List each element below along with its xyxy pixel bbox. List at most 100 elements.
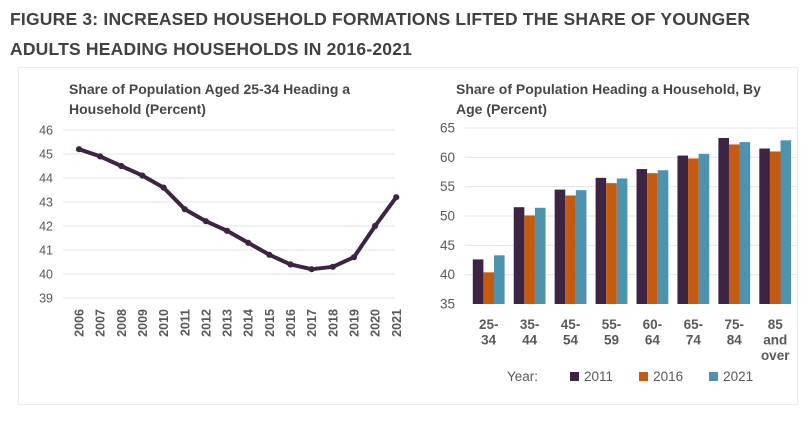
x-tick-label: 2009	[136, 309, 150, 337]
legend-item-2011: 2011	[570, 369, 613, 384]
y-tick-label: 42	[39, 220, 53, 234]
x-tick-label: 2018	[326, 309, 340, 337]
x-tick-label: 2010	[157, 309, 171, 337]
y-tick-label: 43	[39, 196, 53, 210]
x-tick-label: 2015	[263, 309, 277, 337]
data-point-marker	[223, 227, 231, 234]
x-tick-label: 2012	[199, 309, 213, 337]
x-tick-label: 2021	[390, 309, 404, 337]
x-tick-label: 2020	[369, 309, 383, 337]
y-tick-label: 65	[440, 121, 455, 136]
y-tick-label: 35	[440, 297, 455, 312]
data-point-marker	[393, 194, 400, 201]
category-label: 74	[686, 333, 702, 348]
bar-2011	[595, 177, 607, 305]
bar-2021	[657, 170, 669, 305]
legend-swatch-2011	[570, 372, 580, 381]
bar-chart-legend: Year: 2011 2016 2021	[507, 369, 779, 384]
bar-2021	[494, 255, 505, 305]
category-label: 35-	[520, 317, 540, 332]
y-tick-label: 41	[39, 244, 53, 258]
line-chart-plot: 39 40 41 42 43 44 45 46 2006 2007 2008 2009 2010 2011…	[39, 124, 404, 337]
data-point-marker	[350, 254, 358, 261]
bar-2021	[575, 190, 587, 305]
x-tick-label: 2013	[221, 309, 235, 337]
bar-2016	[647, 173, 658, 305]
legend-item-label-2021: 2021	[723, 369, 754, 384]
data-point-marker	[160, 184, 167, 191]
bar-2016	[483, 272, 494, 305]
bar-2011	[513, 207, 525, 305]
y-tick-label: 46	[39, 124, 53, 138]
data-point-marker	[329, 263, 336, 270]
bar-2021	[616, 178, 628, 305]
legend-item-label-2011: 2011	[584, 369, 614, 384]
data-point-marker	[372, 222, 379, 230]
data-point-marker	[245, 239, 252, 246]
bar-2021	[698, 153, 710, 305]
bar-chart-title: Share of Population Heading a Household,…	[456, 81, 761, 117]
data-point-marker	[97, 153, 104, 160]
bar-2011	[636, 169, 648, 305]
data-point-marker	[75, 146, 83, 153]
legend-swatch-2016	[639, 372, 649, 381]
y-tick-label: 50	[440, 209, 455, 224]
category-label: 55-	[602, 317, 622, 332]
category-label: 25-	[479, 317, 499, 332]
data-point-marker	[287, 261, 294, 268]
y-tick-label: 39	[39, 292, 53, 306]
bar-2011	[759, 148, 770, 305]
bar-2011	[472, 259, 484, 305]
bar-2016	[565, 195, 576, 305]
line-chart-title: Share of Population Aged 25-34 Heading a…	[69, 81, 351, 117]
bar-2016	[524, 215, 535, 305]
legend-item-2016: 2016	[639, 369, 683, 384]
bar-2021	[739, 142, 751, 305]
x-tick-label: 2014	[242, 309, 256, 337]
x-tick-label: 2006	[73, 309, 87, 337]
x-tick-label: 2011	[178, 309, 192, 336]
bar-2021	[780, 140, 792, 305]
legend-item-2021: 2021	[709, 369, 753, 384]
y-tick-label: 40	[440, 267, 455, 282]
legend-label: Year:	[507, 369, 539, 384]
y-tick-label: 44	[39, 172, 53, 186]
data-point-marker	[308, 266, 315, 273]
category-label: 59	[604, 333, 619, 348]
legend-item-label-2016: 2016	[653, 369, 684, 384]
category-label: 64	[645, 333, 661, 348]
bar-2011	[677, 155, 689, 305]
category-label: over	[761, 348, 790, 363]
legend-swatch-2021	[709, 372, 719, 381]
data-point-marker	[202, 218, 209, 225]
category-label: 60-	[643, 317, 663, 332]
bar-2011	[718, 137, 729, 305]
x-tick-label: 2007	[94, 309, 108, 337]
bar-2016	[728, 144, 740, 305]
x-tick-label: 2017	[305, 309, 319, 337]
data-point-marker	[266, 251, 273, 258]
category-label: and	[763, 333, 787, 348]
x-tick-label: 2016	[284, 309, 298, 337]
line-series	[77, 147, 399, 272]
y-tick-label: 45	[440, 238, 455, 253]
data-point-marker	[139, 172, 146, 179]
y-tick-label: 55	[440, 179, 455, 194]
category-label: 75-	[725, 317, 745, 332]
bar-2016	[606, 183, 617, 305]
data-point-marker	[118, 162, 125, 170]
bar-2021	[534, 207, 546, 305]
y-tick-label: 45	[39, 148, 53, 162]
category-label: 34	[481, 333, 497, 348]
figure-title: FIGURE 3: INCREASED HOUSEHOLD FORMATIONS…	[10, 9, 751, 59]
category-label: 44	[522, 333, 538, 348]
category-label: 85	[768, 317, 784, 332]
x-tick-label: 2008	[115, 309, 129, 337]
charts-card: Share of Population Aged 25-34 Heading a…	[18, 67, 798, 405]
bar-chart-plot: 35 40 45 50 55 60 65 25-34 35-44 45-54 55-59 60-64 6…	[440, 121, 797, 363]
data-point-marker	[181, 206, 188, 213]
category-label: 65-	[684, 317, 704, 332]
category-label: 84	[727, 333, 743, 348]
bar-2016	[769, 151, 781, 305]
